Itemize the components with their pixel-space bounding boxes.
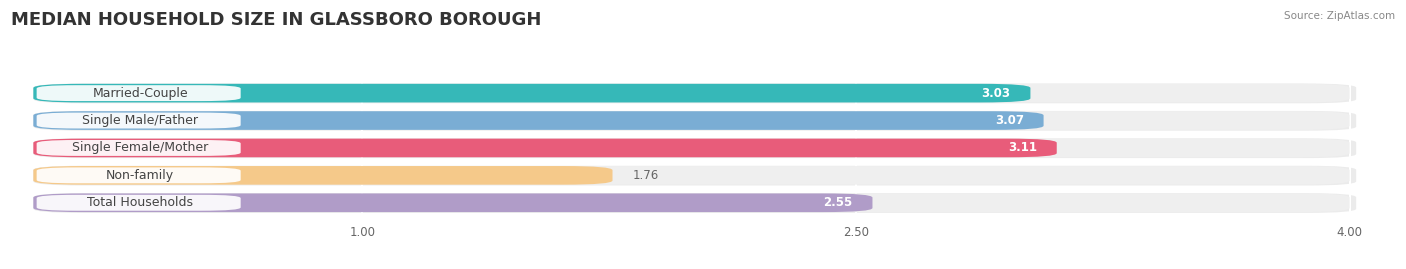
FancyBboxPatch shape bbox=[34, 111, 1357, 131]
FancyBboxPatch shape bbox=[37, 140, 240, 156]
FancyBboxPatch shape bbox=[34, 139, 1057, 157]
Text: Single Male/Father: Single Male/Father bbox=[83, 114, 198, 127]
FancyBboxPatch shape bbox=[34, 84, 1031, 102]
FancyBboxPatch shape bbox=[34, 139, 1350, 157]
Text: 2.55: 2.55 bbox=[824, 196, 852, 209]
FancyBboxPatch shape bbox=[34, 84, 1357, 103]
FancyBboxPatch shape bbox=[34, 193, 1357, 213]
FancyBboxPatch shape bbox=[34, 166, 613, 185]
FancyBboxPatch shape bbox=[34, 166, 1350, 185]
FancyBboxPatch shape bbox=[34, 166, 1357, 186]
Text: Total Households: Total Households bbox=[87, 196, 193, 209]
FancyBboxPatch shape bbox=[34, 193, 1350, 212]
Text: 3.07: 3.07 bbox=[995, 114, 1024, 127]
Text: Single Female/Mother: Single Female/Mother bbox=[72, 141, 208, 154]
FancyBboxPatch shape bbox=[37, 167, 240, 183]
Text: 3.03: 3.03 bbox=[981, 87, 1011, 100]
FancyBboxPatch shape bbox=[34, 111, 1043, 130]
FancyBboxPatch shape bbox=[34, 138, 1357, 158]
FancyBboxPatch shape bbox=[37, 85, 240, 101]
Text: MEDIAN HOUSEHOLD SIZE IN GLASSBORO BOROUGH: MEDIAN HOUSEHOLD SIZE IN GLASSBORO BOROU… bbox=[11, 11, 541, 29]
Text: 3.11: 3.11 bbox=[1008, 141, 1038, 154]
FancyBboxPatch shape bbox=[34, 84, 1350, 102]
Text: 1.76: 1.76 bbox=[633, 169, 658, 182]
Text: Source: ZipAtlas.com: Source: ZipAtlas.com bbox=[1284, 11, 1395, 21]
FancyBboxPatch shape bbox=[34, 111, 1350, 130]
Text: Married-Couple: Married-Couple bbox=[93, 87, 188, 100]
FancyBboxPatch shape bbox=[34, 193, 873, 212]
Text: Non-family: Non-family bbox=[107, 169, 174, 182]
FancyBboxPatch shape bbox=[37, 195, 240, 211]
FancyBboxPatch shape bbox=[37, 113, 240, 129]
